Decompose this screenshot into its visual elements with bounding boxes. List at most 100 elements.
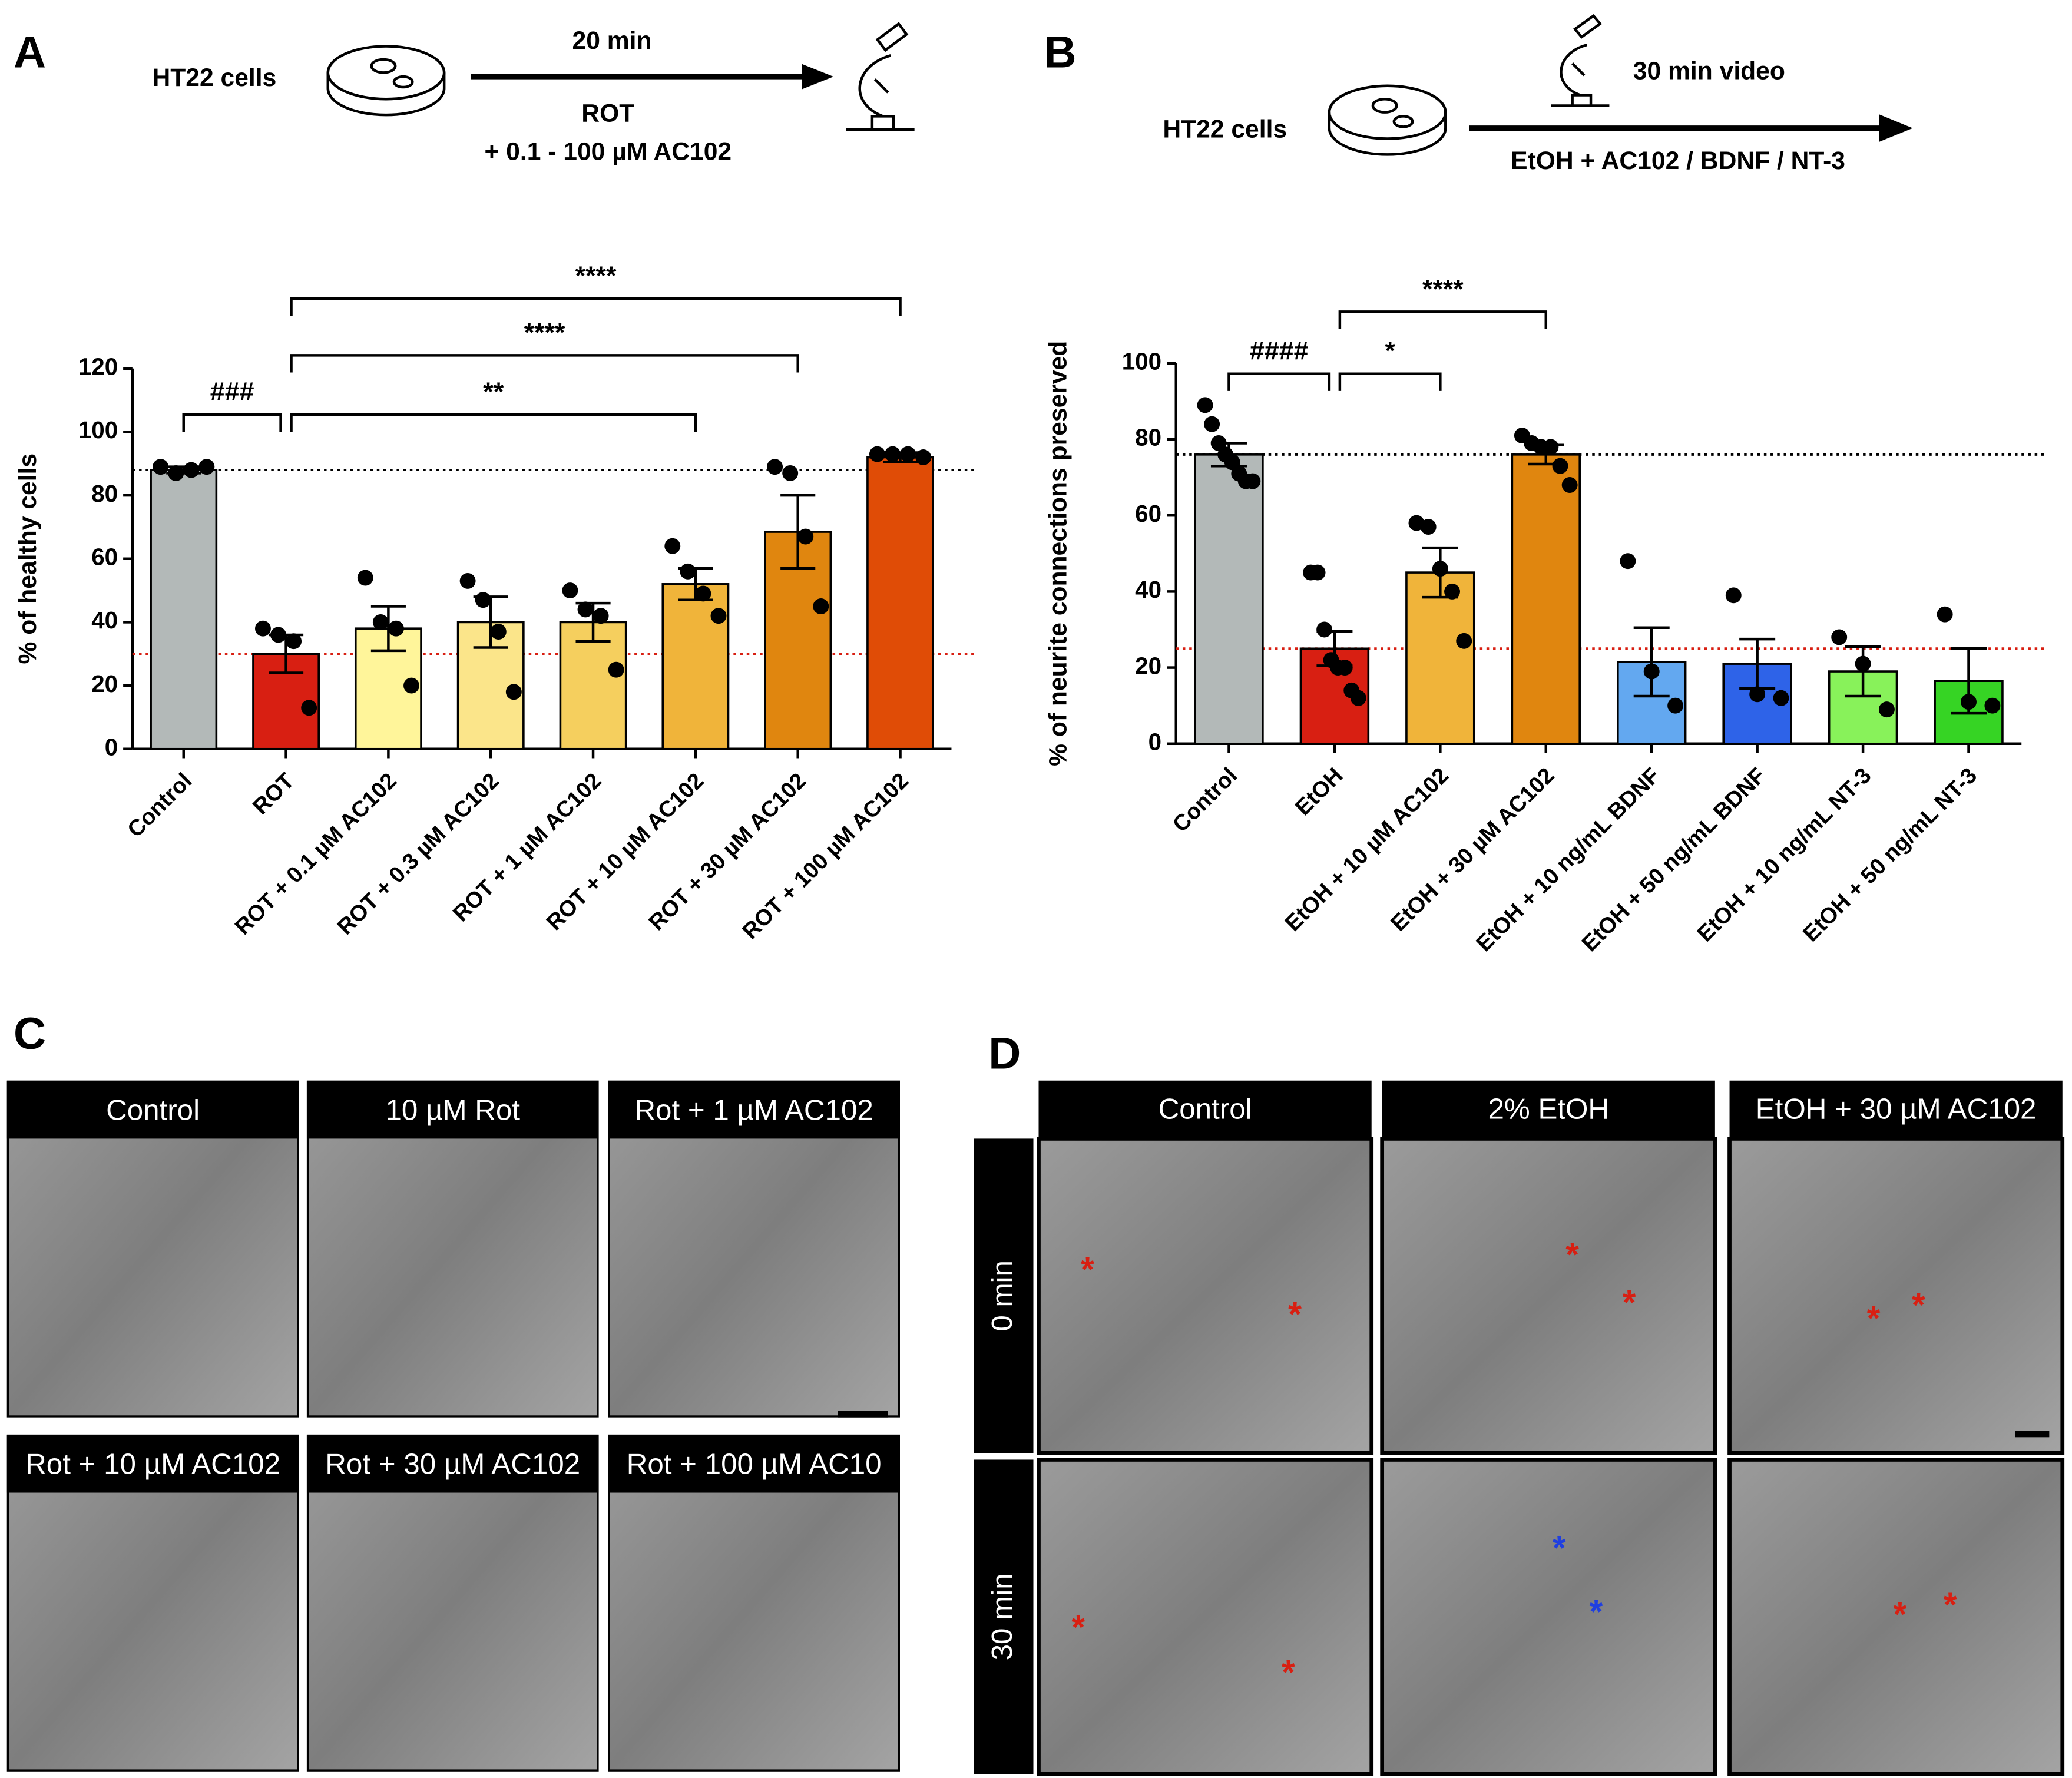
- x-tick-label: ROT: [248, 768, 299, 819]
- data-point: [782, 465, 799, 481]
- row-label-bar: [974, 1459, 1034, 1774]
- significance-bracket: [182, 413, 282, 432]
- cell-icon: [1371, 97, 1398, 114]
- data-point: [577, 601, 594, 618]
- data-point: [664, 538, 681, 554]
- significance-bracket: [1338, 310, 1548, 329]
- y-axis-label: % of neurite connections preserved: [1044, 341, 1073, 766]
- column-title: EtOH + 30 µM AC102: [1756, 1092, 2037, 1125]
- micrograph: [1380, 1458, 1717, 1776]
- treatment-label: ROT: [581, 99, 634, 127]
- data-point: [593, 608, 609, 624]
- y-tick-label: 60: [91, 543, 118, 570]
- data-point: [1244, 473, 1261, 489]
- data-point: [900, 446, 916, 462]
- cell-icon: [370, 58, 397, 74]
- data-point: [1336, 660, 1353, 676]
- cell-marker: *: [1565, 1236, 1579, 1274]
- cell-marker: *: [1288, 1296, 1302, 1334]
- data-point: [153, 459, 169, 475]
- title-bar: [6, 1434, 299, 1493]
- row-label-bar: [974, 1138, 1034, 1453]
- data-point: [168, 465, 184, 481]
- significance-label: ****: [524, 317, 565, 347]
- y-axis-label: % of healthy cells: [14, 453, 42, 664]
- cell-marker: *: [1282, 1653, 1295, 1691]
- data-point: [1878, 701, 1895, 718]
- significance-label: ****: [575, 260, 617, 290]
- data-point: [869, 446, 885, 462]
- y-tick-label: 100: [1122, 347, 1161, 375]
- title-bar: [1729, 1080, 2063, 1139]
- data-point: [301, 700, 317, 716]
- data-point: [505, 684, 522, 700]
- data-point: [1420, 519, 1437, 535]
- data-point: [255, 620, 271, 637]
- data-point: [1552, 458, 1568, 474]
- significance-label: ****: [1422, 273, 1464, 303]
- title-bar: [1382, 1080, 1715, 1139]
- y-tick-label: 20: [91, 670, 118, 697]
- data-point: [608, 661, 624, 678]
- x-tick-label: EtOH + 10 ng/mL NT-3: [1692, 763, 1876, 946]
- row-label: 30 min: [986, 1573, 1018, 1660]
- title-bar: [1038, 1080, 1372, 1139]
- data-point: [813, 598, 829, 614]
- x-tick-label: EtOH: [1290, 763, 1348, 820]
- data-point: [1224, 454, 1240, 471]
- title-bar: [306, 1434, 599, 1493]
- data-point: [403, 677, 419, 694]
- column-title: 2% EtOH: [1488, 1092, 1609, 1125]
- significance-bracket: [1227, 372, 1331, 391]
- significance-bracket: [290, 413, 697, 432]
- micrograph: [1037, 1458, 1374, 1776]
- significance-label: ###: [210, 376, 254, 406]
- time-label: 20 min: [572, 27, 652, 55]
- data-point: [357, 570, 373, 586]
- data-point: [562, 582, 578, 599]
- data-point: [1456, 633, 1472, 649]
- data-point: [459, 572, 476, 589]
- treatment-label: EtOH + AC102 / BDNF / NT-3: [1511, 147, 1845, 175]
- data-point: [1961, 694, 1977, 710]
- micrograph: [1727, 1137, 2065, 1455]
- data-point: [1667, 697, 1684, 714]
- micrograph: [1380, 1137, 1717, 1455]
- data-point: [1444, 583, 1460, 600]
- y-tick-label: 40: [91, 607, 118, 634]
- cell-marker: *: [1894, 1595, 1907, 1634]
- title-bar: [608, 1080, 900, 1139]
- scale-bar: [838, 1411, 888, 1418]
- cell-marker: *: [1071, 1608, 1085, 1647]
- data-point: [372, 614, 389, 630]
- bar: [1511, 453, 1581, 745]
- y-tick-label: 80: [91, 480, 118, 507]
- data-point: [1543, 439, 1559, 455]
- bar: [1194, 453, 1264, 745]
- y-tick-label: 60: [1135, 500, 1161, 527]
- data-point: [1408, 515, 1425, 531]
- scale-bar: [2015, 1431, 2050, 1438]
- data-point: [1210, 435, 1227, 451]
- data-point: [1749, 686, 1766, 703]
- micrograph-panel: Control: [6, 1080, 299, 1418]
- micrograph-title: Rot + 10 µM AC102: [25, 1448, 280, 1481]
- error-bar: [1633, 626, 1670, 698]
- micrograph-panel: 10 µM Rot: [306, 1080, 599, 1418]
- data-point: [1309, 564, 1326, 581]
- significance-label: *: [1385, 336, 1395, 366]
- microscope: [846, 22, 915, 131]
- data-point: [797, 528, 814, 545]
- x-tick-label: EtOH + 50 ng/mL BDNF: [1577, 763, 1770, 956]
- panel-letter: C: [14, 1009, 46, 1059]
- micrograph-panel: Rot + 100 µM AC10: [608, 1434, 900, 1772]
- cell-marker: *: [1944, 1586, 1957, 1624]
- data-point: [490, 624, 507, 640]
- cells-label: HT22 cells: [152, 64, 276, 92]
- data-point: [1773, 690, 1789, 706]
- micrograph-title: 10 µM Rot: [385, 1094, 520, 1127]
- y-tick-label: 0: [1148, 728, 1161, 755]
- y-tick-label: 20: [1135, 652, 1161, 679]
